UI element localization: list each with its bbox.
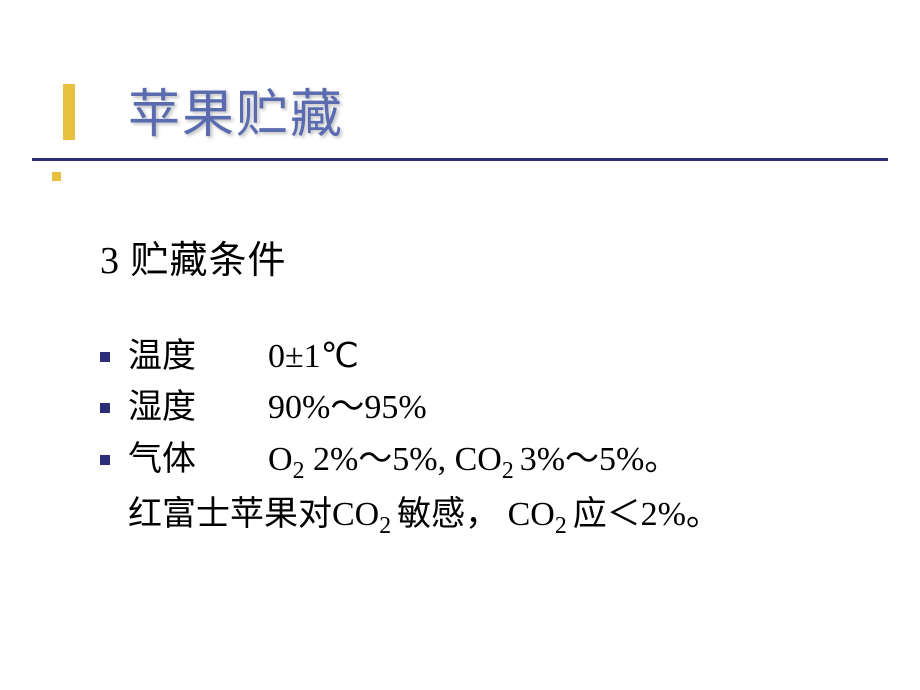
slide-title: 苹果贮藏: [128, 72, 920, 147]
divider-line: [32, 158, 888, 161]
header-area: 苹果贮藏: [0, 0, 920, 155]
item-value: 0±1℃: [268, 338, 359, 375]
bullet-marker-icon: [100, 403, 110, 413]
accent-block: [63, 84, 75, 140]
bullet-text: 气体O2 2%～5%, CO2 3%～5%。: [128, 435, 678, 488]
slide-container: 苹果贮藏 3 贮藏条件 温度0±1℃ 湿度90%～95% 气体O2 2: [0, 0, 920, 690]
small-accent-square: [52, 172, 61, 181]
bullet-marker-icon: [100, 455, 110, 465]
item-label: 气体: [128, 435, 268, 484]
list-item: 湿度90%～95%: [100, 383, 920, 432]
bullet-text: 湿度90%～95%: [128, 383, 427, 432]
bullet-list: 温度0±1℃ 湿度90%～95% 气体O2 2%～5%, CO2 3%～5%。: [100, 332, 920, 488]
item-label: 温度: [128, 332, 268, 381]
list-item: 温度0±1℃: [100, 332, 920, 381]
bullet-marker-icon: [100, 352, 110, 362]
list-item: 气体O2 2%～5%, CO2 3%～5%。: [100, 435, 920, 488]
item-value: O2 2%～5%, CO2 3%～5%。: [268, 441, 678, 478]
bullet-text: 温度0±1℃: [128, 332, 359, 381]
item-label: 湿度: [128, 383, 268, 432]
section-heading: 3 贮藏条件: [100, 229, 920, 284]
note-line: 红富士苹果对CO2 敏感， CO2 应＜2%。: [100, 490, 920, 543]
item-value: 90%～95%: [268, 389, 427, 426]
content-area: 3 贮藏条件 温度0±1℃ 湿度90%～95% 气体O2 2%～5%, CO2 …: [0, 155, 920, 543]
